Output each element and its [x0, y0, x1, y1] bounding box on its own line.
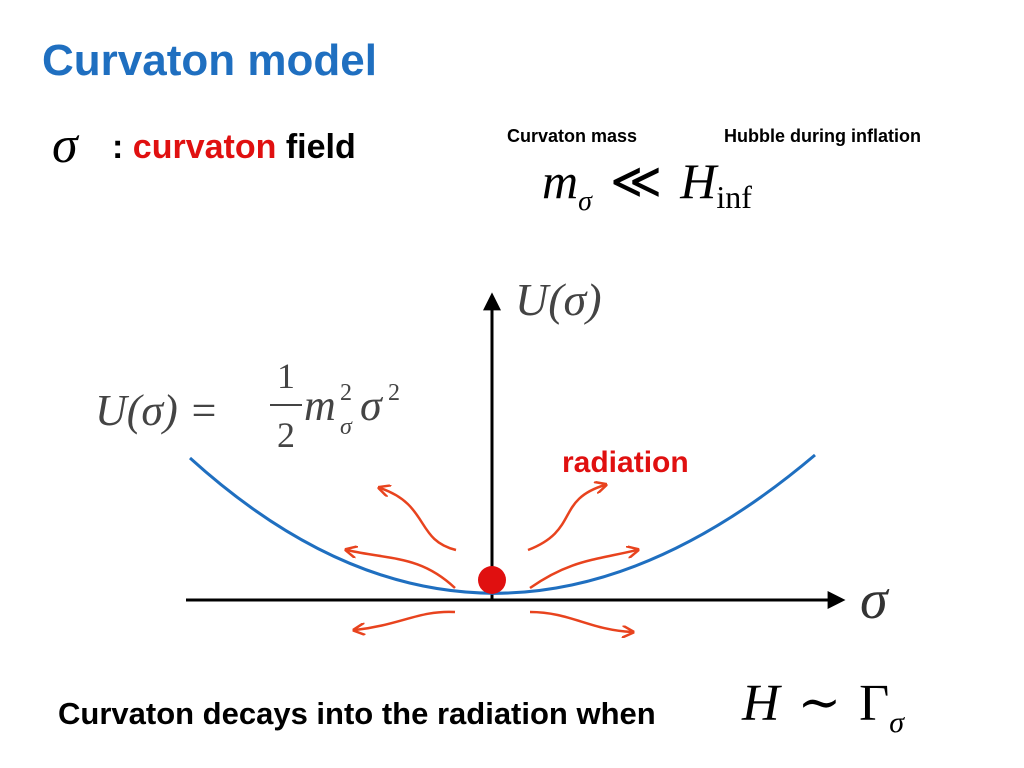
potential-lhs: U(σ) = [95, 386, 218, 435]
math: 2 [388, 380, 400, 406]
curvaton-ball [478, 566, 506, 594]
title: Curvaton model [42, 36, 377, 85]
math: ≪ [610, 153, 662, 209]
math: inf [716, 179, 752, 215]
math: H [679, 153, 719, 209]
math: σ [578, 186, 593, 217]
math: σ [889, 706, 905, 739]
radiation-label: radiation [562, 446, 689, 479]
denominator: 2 [277, 415, 295, 455]
math: Γ [859, 675, 889, 732]
highlight: curvaton [133, 128, 277, 166]
symbol: σ [52, 117, 80, 174]
footer-formula: H ∼ Γσ [741, 675, 905, 739]
colon: : [112, 128, 123, 166]
hubble-label: Hubble during inflation [724, 126, 921, 146]
math: m [542, 153, 578, 209]
definition: : curvaton field [112, 128, 356, 166]
math: H [741, 675, 782, 732]
radiation-arrows [347, 485, 637, 632]
math: 2 [340, 380, 352, 406]
x-axis-label: σ [860, 569, 890, 631]
footer-text: Curvaton decays into the radiation when [58, 696, 656, 731]
math: σ [340, 414, 353, 440]
math: m [304, 381, 336, 430]
math: ∼ [798, 675, 842, 732]
numerator: 1 [277, 356, 295, 396]
condition: mσ ≪ Hinf [542, 153, 752, 217]
definition-rest: field [286, 128, 356, 166]
y-axis-label: U(σ) [515, 274, 602, 325]
mass-label: Curvaton mass [507, 126, 637, 146]
math: σ [360, 381, 384, 430]
